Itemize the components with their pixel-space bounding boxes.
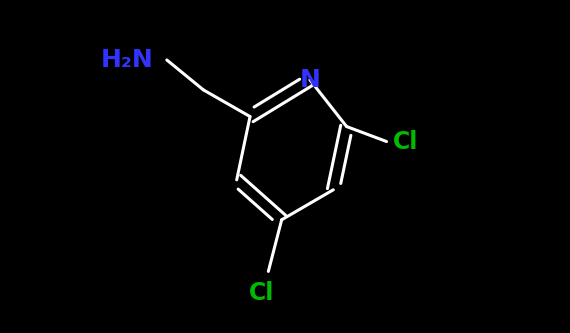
Text: H₂N: H₂N (101, 48, 153, 72)
Text: N: N (300, 68, 320, 92)
Text: Cl: Cl (249, 281, 274, 305)
Text: Cl: Cl (393, 130, 418, 154)
